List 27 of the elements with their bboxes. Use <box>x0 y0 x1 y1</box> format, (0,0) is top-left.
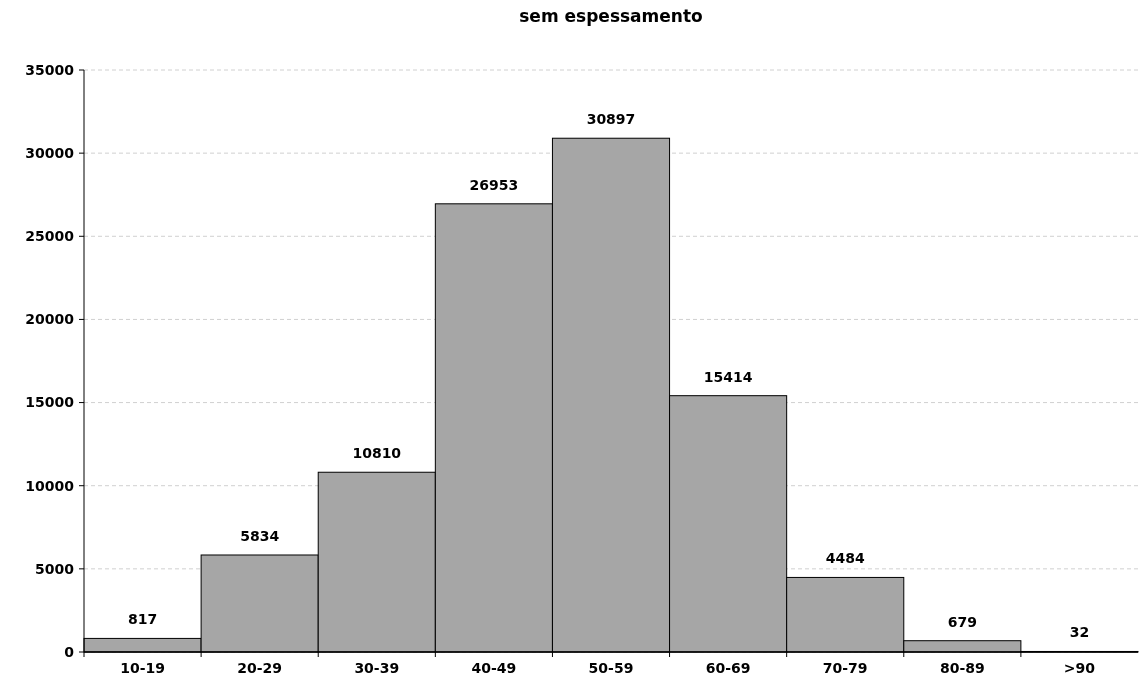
y-tick-label: 35000 <box>25 61 75 78</box>
y-tick-label: 20000 <box>25 311 75 328</box>
data-label: 32 <box>1069 624 1090 641</box>
x-tick-label: 20-29 <box>237 660 283 676</box>
data-label: 10810 <box>352 445 402 462</box>
data-label: 5834 <box>240 527 280 544</box>
y-tick-label: 5000 <box>35 560 75 577</box>
y-tick-label: 10000 <box>25 477 75 494</box>
x-tick-label: 60-69 <box>705 660 751 676</box>
x-tick-label: 40-49 <box>471 660 517 676</box>
data-label: 4484 <box>825 550 865 567</box>
data-label: 30897 <box>586 111 636 128</box>
x-tick-label: 10-19 <box>120 660 165 676</box>
x-tick-label: 70-79 <box>822 660 868 676</box>
x-tick-label: 80-89 <box>939 660 985 676</box>
data-label: 15414 <box>703 368 753 385</box>
x-tick-label: 50-59 <box>588 660 634 676</box>
y-tick-label: 15000 <box>25 394 75 411</box>
y-tick-label: 0 <box>64 643 75 660</box>
chart-title: sem espessamento <box>519 6 703 26</box>
x-tick-label: >90 <box>1063 660 1096 676</box>
x-tick-label: 30-39 <box>354 660 400 676</box>
y-tick-label: 25000 <box>25 228 75 245</box>
data-label: 817 <box>127 611 158 628</box>
data-label: 679 <box>947 613 977 630</box>
data-label: 26953 <box>469 176 519 193</box>
y-tick-label: 30000 <box>25 145 75 162</box>
